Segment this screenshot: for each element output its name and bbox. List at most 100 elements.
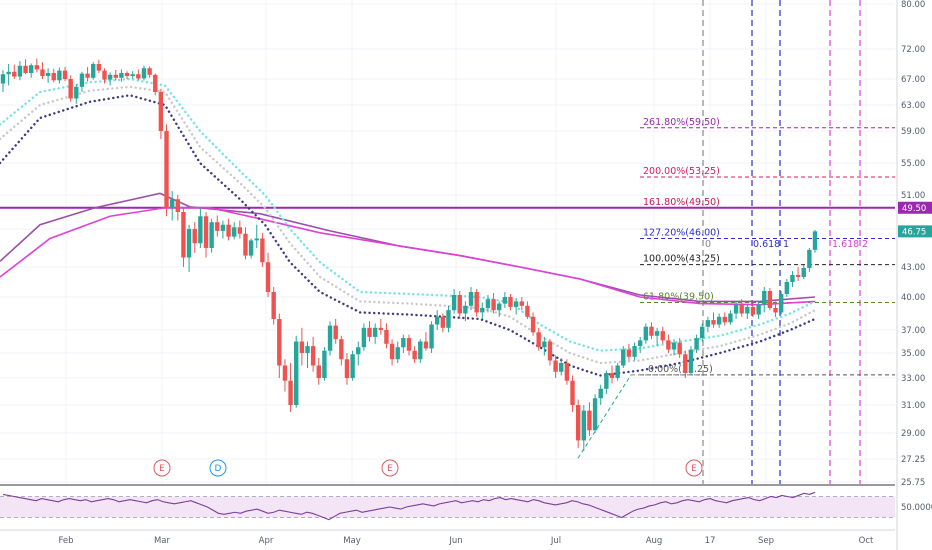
candle-body [451,295,457,311]
candle-body [260,238,265,263]
candle-body [175,199,181,212]
candle-body [581,410,587,441]
candle-body [209,222,214,248]
candle-body [130,74,135,76]
x-tick-label: Jun [448,536,462,546]
candle-body [294,341,299,405]
candles [0,58,818,451]
candle-body [254,238,259,241]
candle-body [164,131,169,208]
candle-body [688,349,694,373]
fib-level-label: 261.80%(59.50) [643,117,720,128]
candle-body [237,227,243,234]
candle-body [497,303,502,311]
price-label: 49.50 [902,204,926,214]
y-tick-label: 31.00 [901,401,925,411]
candle-body [502,297,508,304]
candle-body [141,68,147,79]
candle-body [513,301,519,307]
candle-body [474,292,479,313]
candle-body [536,332,541,348]
candle-body [739,304,744,314]
fib-level-label: 127.20%(46.00) [643,228,720,239]
candle-body [598,388,603,399]
candle-body [192,229,197,244]
oscillator-pane: 50.0000 [0,484,932,521]
candle-body [553,360,558,372]
candle-body [243,233,248,256]
candle-body [508,297,513,307]
fib-level-label: 61.80%(39.50) [643,292,714,303]
trend-line [577,374,705,459]
candle-body [615,365,620,378]
x-tick-label: Sep [758,536,774,546]
candle-body [186,229,192,258]
candle-body [637,340,643,347]
candle-body [440,316,446,328]
candle-body [468,292,474,306]
candle-body [288,380,293,405]
y-tick-label: 80.00 [901,0,925,10]
candle-body [384,330,389,344]
candle-body [74,86,79,99]
candle-body [807,249,812,268]
candle-body [587,410,592,431]
candle-body [153,74,158,92]
fib-time-label: 2 [862,239,868,250]
y-tick-label: 37.00 [901,326,925,336]
candle-body [378,327,384,330]
candle-body [592,398,598,431]
candle-body [801,268,806,277]
y-tick-label: 35.00 [901,349,925,359]
candle-body [457,295,462,314]
candle-body [305,346,310,353]
candle-body [756,304,761,315]
x-tick-label: 17 [705,536,716,546]
candle-body [660,331,665,341]
candle-body [773,308,778,313]
candle-body [395,347,400,360]
y-tick-label: 33.00 [901,374,925,384]
price-label-bg [898,201,932,214]
fib-time-zones: 0 0.618 1 1.618 2 [702,0,868,484]
candle-body [277,319,282,366]
ma-fast-line [0,206,816,306]
event-marker [381,459,399,477]
dots-lower [0,94,817,377]
candle-body [666,340,671,350]
candle-body [79,73,85,87]
candle-body [203,216,209,248]
candle-body [107,74,113,80]
candle-body [604,373,609,389]
x-tick-label: Mar [154,536,171,546]
candle-body [485,299,491,308]
candle-body [316,365,321,378]
candle-body [181,212,186,258]
event-label: D [215,464,222,474]
candle-body [683,354,688,373]
trend-line [577,374,632,459]
candle-body [745,306,750,314]
candle-body [401,338,406,348]
y-tick-label: 51.00 [901,191,925,201]
time-axis: Feb Mar Apr May Jun Jul Aug 17 Sep Oct [0,529,895,546]
candle-body [119,73,124,78]
y-tick-label: 72.00 [901,45,925,55]
y-tick-label: 63.00 [901,101,925,111]
x-tick-label: Jul [550,536,561,546]
x-tick-label: May [343,536,361,546]
candle-body [231,227,237,237]
price-label: 46.75 [902,227,926,237]
candle-body [91,64,96,78]
candle-body [711,320,716,325]
price-axis: 80.0072.0067.0063.0059.0055.0051.0047.00… [896,0,932,550]
candle-body [570,380,575,405]
candle-body [12,71,17,77]
candle-body [795,275,801,277]
y-tick-label: 25.75 [901,478,925,488]
candle-body [356,347,361,355]
candle-body [621,349,626,366]
